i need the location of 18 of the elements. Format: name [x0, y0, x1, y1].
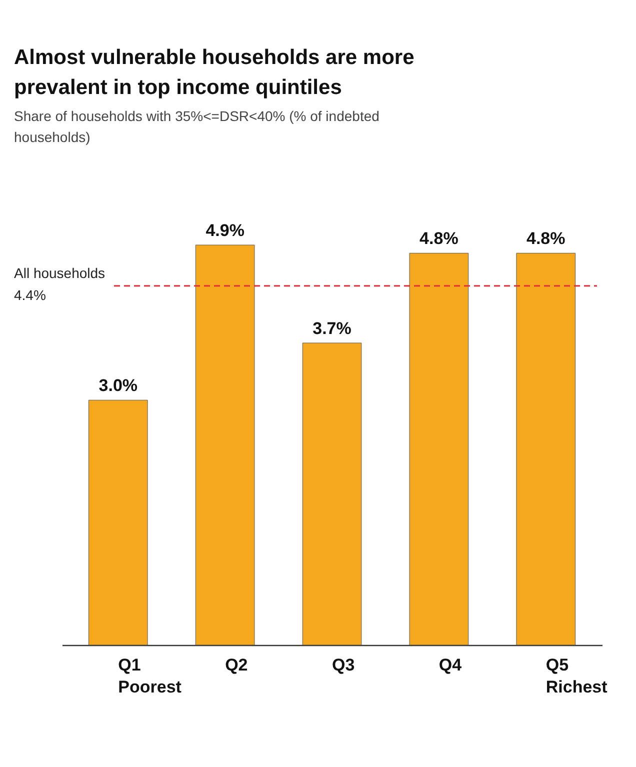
data-label: 3.0% [98, 376, 138, 396]
x-tick-label: Q4 [438, 656, 462, 674]
ref-line-label: All households 4.4% [14, 264, 106, 303]
bar [302, 342, 362, 646]
data-label: 4.8% [526, 229, 566, 248]
bar [409, 252, 469, 646]
data-label: 4.8% [420, 229, 458, 248]
x-tick-label: Q2 [225, 656, 248, 674]
chart-title: Almost vulnerable households are more prevalent in top income quintiles [14, 46, 414, 99]
data-label: 4.9% [206, 221, 244, 240]
chart-subtitle: Share of households with 35%<=DSR<40% (% of indebted households) [14, 108, 380, 145]
data-label: 3.7% [312, 318, 352, 338]
bar [516, 252, 576, 646]
x-tick-label: Q1 Poorest [118, 656, 182, 696]
x-tick-label: Q5 Richest [546, 656, 608, 696]
bar [195, 244, 255, 646]
x-tick-label: Q3 [332, 656, 355, 674]
bar [88, 400, 148, 646]
